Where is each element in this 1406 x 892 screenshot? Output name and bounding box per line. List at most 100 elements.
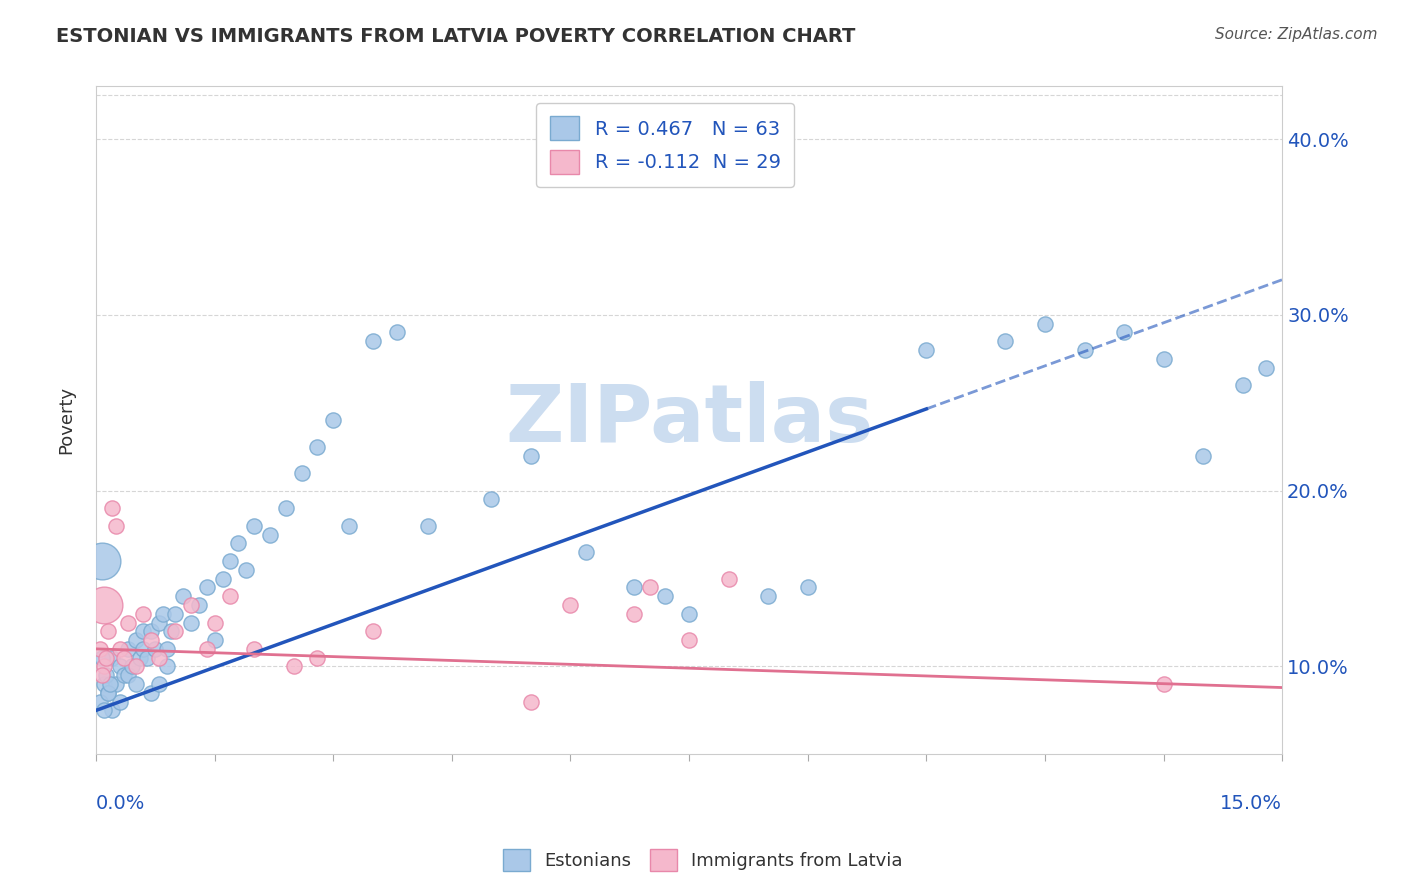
Point bbox=[322, 413, 344, 427]
Point bbox=[243, 518, 266, 533]
Point bbox=[520, 695, 543, 709]
Point bbox=[361, 334, 384, 349]
Point bbox=[575, 545, 598, 559]
Point bbox=[195, 641, 218, 656]
Point bbox=[101, 703, 124, 717]
Point bbox=[104, 677, 127, 691]
Point bbox=[180, 615, 202, 630]
Point bbox=[136, 650, 159, 665]
Point bbox=[108, 641, 131, 656]
Point bbox=[89, 641, 111, 656]
Point bbox=[560, 598, 582, 612]
Y-axis label: Poverty: Poverty bbox=[58, 386, 75, 454]
Point bbox=[97, 624, 120, 639]
Point bbox=[678, 633, 700, 648]
Point bbox=[141, 624, 163, 639]
Point bbox=[93, 677, 115, 691]
Point bbox=[93, 598, 115, 612]
Point bbox=[91, 554, 114, 568]
Point bbox=[235, 563, 257, 577]
Point bbox=[108, 695, 131, 709]
Point bbox=[717, 572, 740, 586]
Point bbox=[91, 650, 114, 665]
Point bbox=[915, 343, 938, 357]
Point bbox=[361, 624, 384, 639]
Point bbox=[283, 659, 305, 673]
Point bbox=[117, 615, 139, 630]
Point bbox=[243, 641, 266, 656]
Point bbox=[141, 686, 163, 700]
Point bbox=[291, 466, 314, 480]
Point bbox=[132, 607, 155, 621]
Legend: R = 0.467   N = 63, R = -0.112  N = 29: R = 0.467 N = 63, R = -0.112 N = 29 bbox=[537, 103, 794, 187]
Point bbox=[148, 677, 170, 691]
Point bbox=[307, 440, 329, 454]
Point bbox=[756, 589, 779, 603]
Point bbox=[481, 492, 503, 507]
Point bbox=[796, 580, 818, 594]
Point bbox=[307, 650, 329, 665]
Point bbox=[418, 518, 440, 533]
Point bbox=[152, 607, 174, 621]
Point bbox=[385, 326, 408, 340]
Point bbox=[121, 659, 143, 673]
Point bbox=[1153, 351, 1175, 366]
Point bbox=[259, 527, 281, 541]
Point bbox=[89, 695, 111, 709]
Point bbox=[1073, 343, 1095, 357]
Point bbox=[219, 589, 242, 603]
Point bbox=[156, 641, 179, 656]
Point bbox=[101, 650, 124, 665]
Point bbox=[91, 668, 114, 682]
Point bbox=[101, 501, 124, 516]
Point bbox=[132, 624, 155, 639]
Point bbox=[187, 598, 209, 612]
Point bbox=[520, 449, 543, 463]
Point bbox=[112, 650, 135, 665]
Point bbox=[204, 615, 226, 630]
Point bbox=[148, 650, 170, 665]
Point bbox=[132, 641, 155, 656]
Point bbox=[128, 650, 150, 665]
Point bbox=[274, 501, 297, 516]
Legend: Estonians, Immigrants from Latvia: Estonians, Immigrants from Latvia bbox=[496, 842, 910, 879]
Point bbox=[1256, 360, 1278, 375]
Point bbox=[165, 607, 187, 621]
Point bbox=[180, 598, 202, 612]
Point bbox=[228, 536, 250, 550]
Point bbox=[195, 580, 218, 594]
Point bbox=[112, 668, 135, 682]
Point bbox=[94, 668, 117, 682]
Point bbox=[108, 659, 131, 673]
Point bbox=[211, 572, 233, 586]
Point bbox=[156, 659, 179, 673]
Point bbox=[124, 659, 146, 673]
Point bbox=[104, 518, 127, 533]
Point bbox=[1232, 378, 1254, 392]
Point bbox=[623, 607, 645, 621]
Point bbox=[93, 659, 115, 673]
Point bbox=[219, 554, 242, 568]
Text: 0.0%: 0.0% bbox=[96, 795, 145, 814]
Point bbox=[97, 686, 120, 700]
Point bbox=[141, 633, 163, 648]
Text: 15.0%: 15.0% bbox=[1220, 795, 1282, 814]
Text: ZIPatlas: ZIPatlas bbox=[505, 382, 873, 459]
Point bbox=[1192, 449, 1215, 463]
Point bbox=[204, 633, 226, 648]
Text: Source: ZipAtlas.com: Source: ZipAtlas.com bbox=[1215, 27, 1378, 42]
Point bbox=[124, 633, 146, 648]
Point bbox=[98, 677, 121, 691]
Point bbox=[638, 580, 661, 594]
Point bbox=[1033, 317, 1056, 331]
Point bbox=[94, 650, 117, 665]
Point bbox=[124, 677, 146, 691]
Point bbox=[165, 624, 187, 639]
Point bbox=[1112, 326, 1135, 340]
Point bbox=[623, 580, 645, 594]
Point bbox=[143, 641, 166, 656]
Point bbox=[654, 589, 676, 603]
Point bbox=[994, 334, 1017, 349]
Point bbox=[148, 615, 170, 630]
Point bbox=[172, 589, 194, 603]
